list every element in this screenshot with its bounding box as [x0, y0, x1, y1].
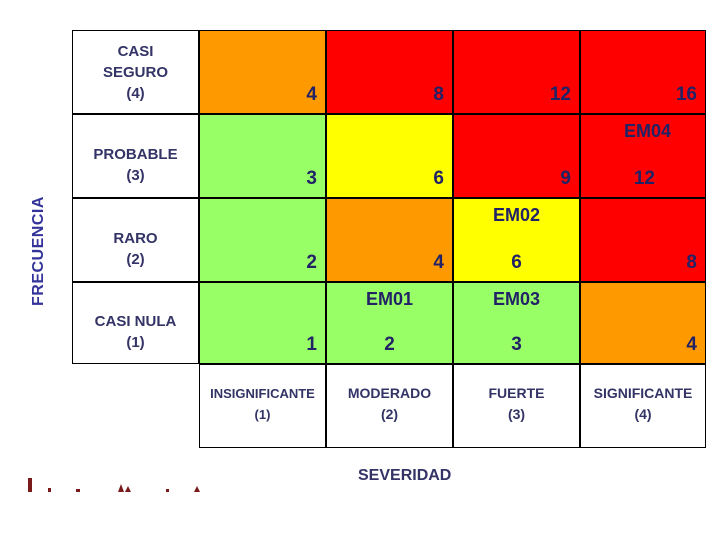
cell-score: 8: [433, 84, 444, 105]
cell-score: 12: [633, 168, 655, 189]
row-label-line: RARO: [113, 230, 158, 247]
col-label-line: (1): [254, 407, 271, 422]
cell-score: 2: [306, 252, 317, 273]
cropped-text-fragment: [28, 478, 200, 492]
row-label-line: (1): [126, 334, 145, 351]
cell-r4-c1: 4: [199, 30, 326, 114]
cell-r1-c2: EM01 2: [326, 282, 453, 364]
cell-r1-c1: 1: [199, 282, 326, 364]
cell-score: 4: [433, 252, 444, 273]
cell-r2-c4: 8: [580, 198, 706, 282]
col-label-line: SIGNIFICANTE: [593, 385, 693, 401]
cell-r2-c3: EM02 6: [453, 198, 580, 282]
cell-score: 6: [511, 252, 522, 273]
row-label-line: (4): [126, 84, 145, 102]
cell-score: 3: [306, 168, 317, 189]
col-label-line: (4): [634, 406, 652, 422]
row-label-line: CASI NULA: [94, 313, 177, 330]
col-label-line: INSIGNIFICANTE: [210, 386, 315, 401]
cell-score: 1: [306, 334, 317, 355]
cell-r2-c1: 2: [199, 198, 326, 282]
frecuencia-axis-label: FRECUENCIA: [30, 196, 47, 306]
col-label-significante: SIGNIFICANTE (4): [580, 364, 706, 448]
row-label-line: PROBABLE: [93, 146, 178, 163]
cell-score: 8: [686, 252, 697, 273]
cell-r1-c4: 4: [580, 282, 706, 364]
cell-score: 3: [511, 334, 522, 355]
cell-r3-c3: 9: [453, 114, 580, 198]
col-label-line: (2): [380, 406, 399, 422]
cell-r1-c3: EM03 3: [453, 282, 580, 364]
cell-score: 4: [686, 334, 697, 355]
row-label-line: (2): [126, 251, 145, 268]
cell-score: 12: [549, 84, 571, 105]
cell-code: EM02: [492, 205, 541, 225]
col-label-moderado: MODERADO (2): [326, 364, 453, 448]
col-label-insignificante: INSIGNIFICANTE (1): [199, 364, 326, 448]
row-label-probable: PROBABLE (3): [72, 114, 199, 198]
cell-r3-c4: EM04 12: [580, 114, 706, 198]
row-label-casi-seguro: CASI SEGURO (4): [72, 30, 199, 114]
row-label-line: (3): [126, 167, 145, 184]
col-label-line: FUERTE: [488, 385, 545, 401]
cell-r3-c2: 6: [326, 114, 453, 198]
cell-score: 2: [384, 334, 395, 355]
cell-code: EM03: [492, 289, 541, 309]
row-label-raro: RARO (2): [72, 198, 199, 282]
risk-matrix: CASI SEGURO (4) PROBABLE (3) RARO (2) CA…: [72, 30, 706, 448]
row-label-casi-nula: CASI NULA (1): [72, 282, 199, 364]
col-label-fuerte: FUERTE (3): [453, 364, 580, 448]
row-label-line: CASI: [117, 42, 154, 60]
cell-score: 16: [675, 84, 697, 105]
cell-r4-c3: 12: [453, 30, 580, 114]
cell-code: EM04: [623, 121, 671, 141]
cell-score: 9: [560, 168, 571, 189]
cell-score: 6: [433, 168, 444, 189]
col-label-line: MODERADO: [347, 385, 432, 401]
cell-r4-c4: 16: [580, 30, 706, 114]
severidad-axis-label: SEVERIDAD: [358, 467, 452, 484]
cell-r2-c2: 4: [326, 198, 453, 282]
cell-r3-c1: 3: [199, 114, 326, 198]
cell-score: 4: [306, 84, 317, 105]
cell-code: EM01: [365, 289, 414, 309]
row-label-line: SEGURO: [102, 63, 168, 81]
cell-r4-c2: 8: [326, 30, 453, 114]
col-label-line: (3): [507, 406, 526, 422]
